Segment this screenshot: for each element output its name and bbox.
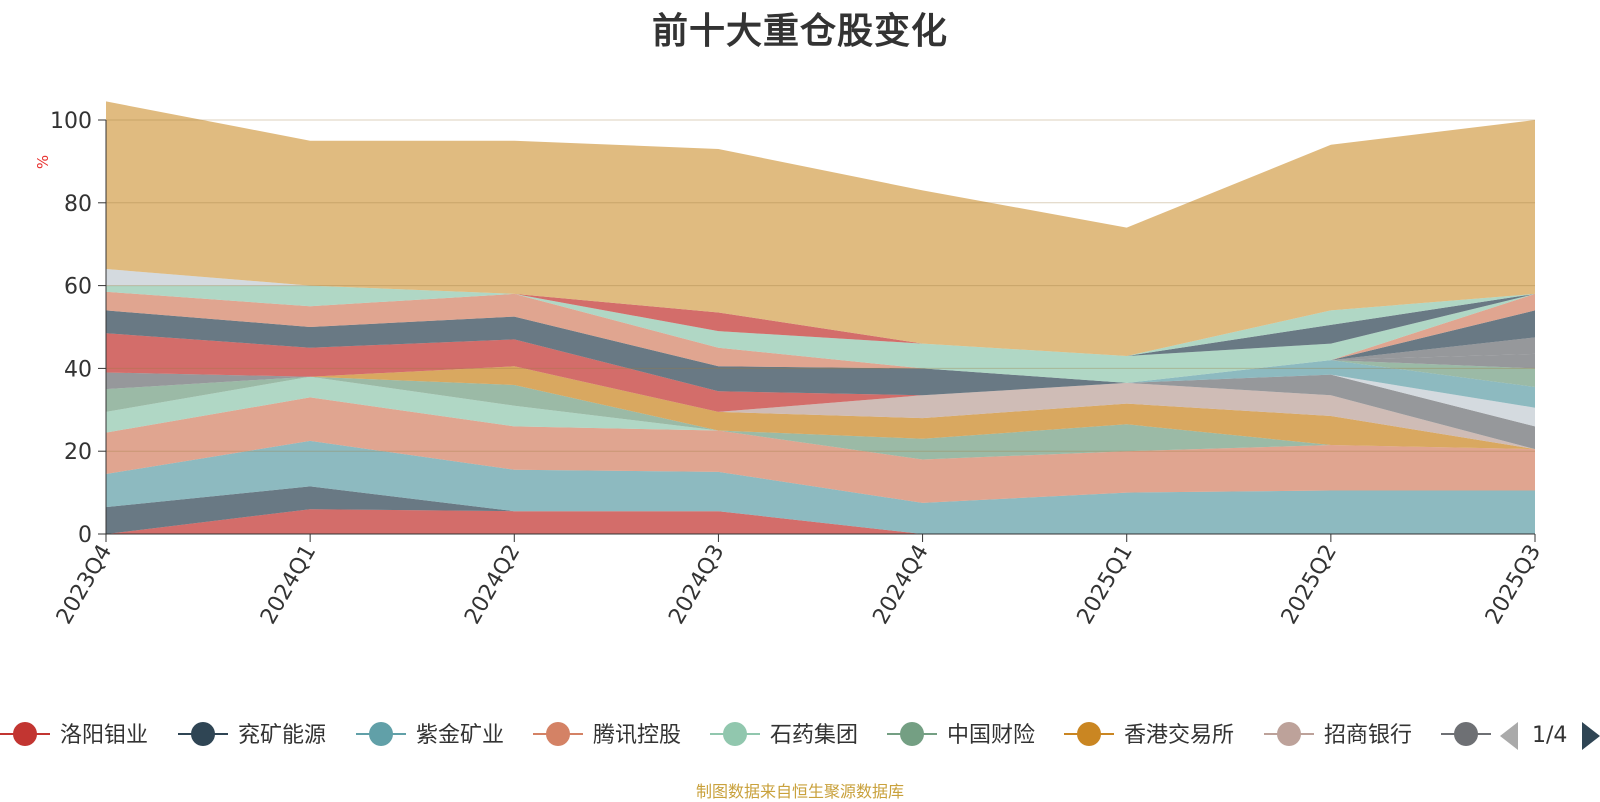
legend-label: 洛阳钼业 (60, 723, 148, 748)
legend-label: 招商银行 (1324, 723, 1412, 748)
legend-item[interactable]: 香港交易所 (1064, 722, 1234, 748)
x-tick-label: 2024Q3 (664, 541, 729, 629)
y-tick-label: 20 (64, 440, 92, 465)
area-layer (106, 101, 1535, 534)
y-tick-label: 60 (64, 275, 92, 300)
legend-label: 中国财险 (947, 723, 1035, 748)
x-tick-label: 2025Q3 (1481, 541, 1546, 629)
x-tick-label: 2024Q2 (460, 541, 525, 629)
chart-title: 前十大重仓股变化 (651, 11, 948, 52)
legend-marker-icon (900, 722, 924, 746)
area-series-3 (106, 397, 1535, 503)
legend-marker-icon (13, 722, 37, 746)
legend-marker-icon (1277, 722, 1301, 746)
legend-marker-icon (369, 722, 393, 746)
area-series-5 (106, 376, 1535, 460)
legend-label: 紫金矿业 (416, 723, 504, 748)
y-tick-label: 80 (64, 192, 92, 217)
y-axis-label: % (34, 155, 52, 169)
x-tick-label: 2023Q4 (52, 541, 117, 629)
legend-page-indicator: 1/4 (1532, 723, 1567, 748)
y-tick-label: 40 (64, 357, 92, 382)
grid-layer (106, 119, 1535, 452)
legend-label: 腾讯控股 (593, 723, 681, 748)
area-series-16 (106, 291, 1535, 383)
area-series-0 (106, 509, 1535, 534)
data-source-note: 制图数据来自恒生聚源数据库 (695, 782, 904, 801)
legend-item[interactable]: 紫金矿业 (356, 722, 504, 748)
triangle-right-icon[interactable] (1582, 722, 1600, 750)
area-series-2 (106, 440, 1535, 534)
legend-item[interactable]: 洛阳钼业 (0, 722, 148, 748)
legend-item[interactable]: 腾讯控股 (533, 722, 681, 748)
area-series-15 (106, 310, 1535, 396)
legend-label: 石药集团 (770, 723, 858, 748)
legend-marker-icon (546, 722, 570, 746)
legend-item[interactable]: 中国财险 (887, 722, 1035, 748)
x-tick-label: 2024Q4 (868, 541, 933, 629)
x-tick-label: 2025Q2 (1277, 541, 1342, 629)
legend-item[interactable]: 石药集团 (710, 722, 858, 748)
area-series-6 (106, 366, 1535, 450)
legend-label: 香港交易所 (1124, 723, 1234, 748)
legend-item[interactable] (1441, 722, 1491, 746)
legend-label: 兖矿能源 (238, 723, 326, 748)
x-tick-label: 2024Q1 (256, 541, 321, 629)
legend-item[interactable]: 兖矿能源 (178, 722, 326, 748)
area-series-14 (106, 333, 1535, 412)
legend-item[interactable]: 招商银行 (1264, 722, 1412, 748)
x-tick-label: 2025Q1 (1073, 541, 1138, 629)
area-series-11 (106, 360, 1535, 412)
area-series-7 (106, 366, 1535, 450)
legend-marker-icon (191, 722, 215, 746)
legend-marker-icon (1454, 722, 1478, 746)
legend: 洛阳钼业 兖矿能源 紫金矿业 腾讯控股 石药集团 中国财险 香港交易所 招商银行 1/4 (0, 722, 1600, 750)
legend-marker-icon (723, 722, 747, 746)
area-series-17 (106, 285, 1535, 383)
y-tick-label: 0 (78, 523, 92, 548)
area-series-22 (106, 101, 1535, 357)
triangle-left-icon[interactable] (1500, 722, 1518, 750)
y-tick-label: 100 (50, 109, 92, 134)
legend-marker-icon (1077, 722, 1101, 746)
area-series-12 (106, 353, 1535, 412)
